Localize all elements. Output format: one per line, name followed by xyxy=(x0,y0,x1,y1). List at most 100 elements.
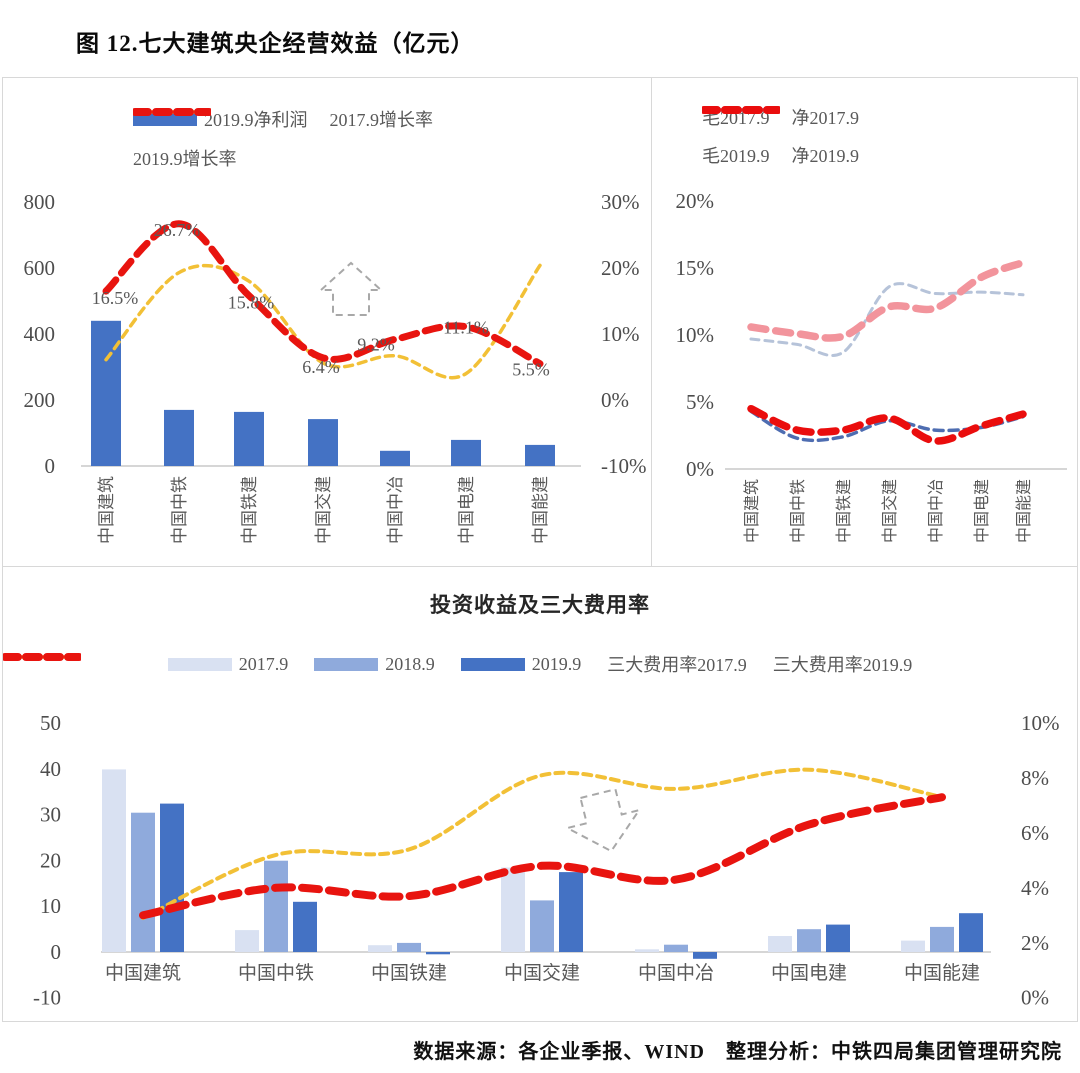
legend-row: 毛2019.9 净2019.9 xyxy=(702,106,859,168)
legend-item: 2019.9增长率 xyxy=(133,108,237,171)
legend-item: 净2019.9 xyxy=(702,106,859,168)
right-axis-tick-label: 10% xyxy=(601,322,640,346)
down-arrow-annotation xyxy=(564,788,642,853)
bar-swatch-icon xyxy=(460,657,525,671)
investment-expense-chart: 50 40 30 20 10 0 -10 10% 8% 6% 4% 2% 0% 中国建筑 中国中铁 中国铁建 中… xyxy=(33,711,1060,1010)
legend-item: 净2017.9 xyxy=(702,104,860,130)
left-axis-tick-label: 0 xyxy=(51,940,62,964)
left-axis-tick-label: 400 xyxy=(24,322,56,346)
bar xyxy=(901,940,925,952)
data-label: 11.1% xyxy=(443,318,489,338)
legend-label: 净2017.9 xyxy=(791,108,860,128)
right-axis-tick-label: 6% xyxy=(1021,821,1049,845)
line-series xyxy=(102,220,544,368)
bar xyxy=(160,803,184,952)
legend-label: 2018.9 xyxy=(385,653,435,674)
legend-item: 三大费用率2017.9 xyxy=(3,651,747,677)
line-series xyxy=(139,793,946,920)
margin-rates-chart: 20% 15% 10% 5% 0% 中国建筑 中国中铁 中国铁建 中国交建 中国中冶 中国电建 中国能… xyxy=(676,189,1067,543)
data-label: 6.4% xyxy=(302,357,340,377)
bar xyxy=(826,924,850,952)
bar xyxy=(525,444,555,466)
data-label: 16.5% xyxy=(92,288,139,308)
net-profit-growth-legend: 2019.9净利润 2017.9增长率 2019.9增长率 xyxy=(133,106,433,171)
legend-label: 2019.9增长率 xyxy=(133,149,237,169)
left-axis-tick-label: 30 xyxy=(40,803,61,827)
legend-item: 2018.9 xyxy=(314,654,435,675)
investment-expense-legend: 2017.9 2018.9 2019.9 三大费用率2017.9 三大费用率2019.9 xyxy=(3,651,1077,677)
line-series xyxy=(104,263,542,380)
legend-row: 2017.9 2018.9 2019.9 三大费用率2017.9 三大费用率2019.9 xyxy=(3,651,913,677)
left-axis-tick-label: 5% xyxy=(686,390,714,414)
category-label: 中国中铁 xyxy=(170,476,189,544)
bar xyxy=(693,952,717,959)
right-axis-tick-label: 2% xyxy=(1021,931,1049,955)
category-label: 中国电建 xyxy=(973,479,991,543)
margin-rates-legend: 毛2017.9 净2017.9 毛2019.9 净2019.9 xyxy=(702,104,859,168)
margin-rates-chart-panel: 20% 15% 10% 5% 0% 中国建筑 中国中铁 中国铁建 中国交建 中国中冶 中国电建 中国能… xyxy=(651,77,1078,567)
bar xyxy=(293,901,317,952)
category-label: 中国能建 xyxy=(531,476,550,544)
category-label: 中国铁建 xyxy=(371,962,447,984)
right-axis-tick-label: 4% xyxy=(1021,876,1049,900)
bar xyxy=(635,949,659,952)
category-label: 中国中铁 xyxy=(238,962,314,984)
bar xyxy=(501,867,525,952)
bar xyxy=(664,944,688,952)
left-axis-tick-label: 600 xyxy=(24,256,56,280)
left-axis-tick-label: 10% xyxy=(676,323,715,347)
bar xyxy=(234,411,264,466)
right-axis-tick-label: 0% xyxy=(1021,986,1049,1010)
left-axis-tick-label: 15% xyxy=(676,256,715,280)
line-series xyxy=(747,404,1027,445)
legend-row: 2019.9增长率 xyxy=(133,108,433,171)
net-profit-growth-chart-panel: 800 600 400 200 0 30% 20% 10% 0% -10% 16.5% 26.7% 15… xyxy=(2,77,652,567)
bar xyxy=(768,936,792,952)
legend-item: 毛2019.9 xyxy=(702,106,780,168)
bar xyxy=(797,929,821,952)
bar xyxy=(131,812,155,952)
right-axis-tick-label: 10% xyxy=(1021,711,1060,735)
bar xyxy=(164,409,194,466)
left-axis-tick-label: 800 xyxy=(24,190,56,214)
up-arrow-annotation xyxy=(318,261,384,316)
category-label: 中国交建 xyxy=(314,476,333,544)
category-label: 中国铁建 xyxy=(835,479,853,543)
bar xyxy=(451,439,481,466)
bar xyxy=(264,860,288,952)
bar xyxy=(235,930,259,952)
bar xyxy=(559,872,583,952)
right-axis-tick-label: 30% xyxy=(601,190,640,214)
legend-label: 三大费用率2019.9 xyxy=(772,655,913,675)
line-series xyxy=(749,282,1025,358)
legend-label: 2019.9净利润 xyxy=(204,110,308,130)
left-axis-tick-label: 20 xyxy=(40,848,61,872)
left-axis-tick-label: 20% xyxy=(676,189,715,213)
investment-expense-chart-panel: 投资收益及三大费用率 50 40 30 20 10 0 -10 10% 8% 6% 4% 2% 0% 中国… xyxy=(2,566,1078,1022)
right-axis-tick-label: -10% xyxy=(601,454,647,478)
legend-label: 毛2019.9 xyxy=(702,146,770,166)
dash-line-swatch-icon xyxy=(702,106,780,114)
legend-label: 2017.9 xyxy=(238,653,289,674)
line-series xyxy=(141,767,944,920)
category-label: 中国中冶 xyxy=(386,476,405,544)
line-series xyxy=(749,409,1025,443)
category-label: 中国电建 xyxy=(457,476,476,544)
dash-line-swatch-icon xyxy=(3,653,81,661)
investment-expense-chart-title: 投资收益及三大费用率 xyxy=(430,593,650,617)
category-label: 中国中冶 xyxy=(927,479,945,543)
data-label: 9.2% xyxy=(357,334,395,354)
category-label: 中国交建 xyxy=(504,962,580,984)
category-label: 中国建筑 xyxy=(97,476,116,544)
page-title: 图 12.七大建筑央企经营效益（亿元） xyxy=(76,31,475,56)
bar xyxy=(102,769,126,952)
legend-item: 三大费用率2019.9 xyxy=(3,651,913,677)
legend-label: 2017.9增长率 xyxy=(329,110,434,130)
right-axis-tick-label: 20% xyxy=(601,256,640,280)
bar xyxy=(91,320,121,466)
category-label: 中国铁建 xyxy=(240,476,259,544)
bar xyxy=(530,900,554,952)
bar xyxy=(368,945,392,952)
legend-item: 2017.9增长率 xyxy=(133,106,434,132)
category-label: 中国中冶 xyxy=(638,962,714,984)
